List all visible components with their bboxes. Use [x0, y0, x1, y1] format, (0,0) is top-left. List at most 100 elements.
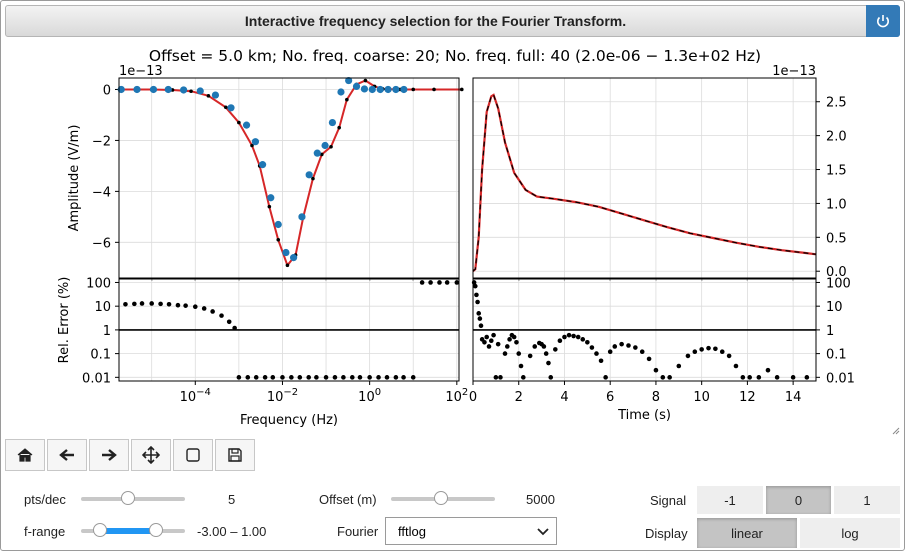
error-point	[514, 339, 519, 345]
error-point	[585, 339, 590, 345]
amplitude-coarse-point	[328, 118, 337, 127]
amplitude-coarse-point	[337, 88, 345, 96]
time-error-panel: 100 10 1 0.1 0.01 0 2 4 6 8 10 12 14 Time (s)	[469, 276, 855, 423]
amplitude-coarse-point	[133, 85, 141, 94]
display-option-log[interactable]: log	[800, 518, 900, 548]
axes-frame	[118, 278, 460, 382]
resize-handle-icon[interactable]	[892, 427, 900, 435]
error-point	[699, 347, 704, 352]
amplitude-full-line	[121, 79, 462, 268]
error-point	[756, 375, 762, 380]
error-point	[713, 346, 718, 352]
error-point	[472, 283, 478, 289]
f-range-low-handle[interactable]	[92, 523, 107, 537]
amplitude-full-point	[223, 105, 228, 110]
y-tick-label: 1	[826, 324, 834, 339]
error-point	[740, 375, 746, 380]
figure-canvas[interactable]: Offset = 5.0 km; No. freq. coarse: 20; N…	[0, 38, 907, 473]
f-range-high-handle[interactable]	[148, 523, 163, 537]
error-point	[493, 375, 499, 380]
error-point	[477, 316, 483, 321]
amplitude-coarse-point	[227, 104, 235, 112]
amplitude-coarse-point	[298, 213, 306, 221]
forward-arrow-icon	[102, 449, 117, 461]
error-point	[619, 341, 624, 347]
offset-slider[interactable]	[391, 491, 495, 505]
error-point	[774, 375, 780, 380]
pts-dec-label: pts/dec	[24, 492, 66, 507]
navigation-toolbar	[5, 439, 257, 473]
error-point	[314, 375, 319, 380]
y-tick-label: 0.1	[90, 348, 111, 363]
y-tick-label: 100	[86, 276, 111, 291]
x-tick-label: 8	[652, 390, 660, 405]
error-point	[454, 280, 460, 285]
error-point	[502, 351, 508, 356]
power-button[interactable]	[866, 5, 900, 37]
axes-frame	[472, 278, 817, 382]
error-point	[253, 375, 259, 380]
figure-title: Interactive frequency selection for the …	[244, 13, 627, 29]
error-point	[747, 375, 752, 380]
error-point	[804, 375, 810, 380]
home-button[interactable]	[5, 439, 45, 471]
zoom-button[interactable]	[173, 439, 213, 471]
error-point	[557, 338, 563, 344]
error-point	[349, 375, 355, 380]
error-point	[639, 349, 645, 355]
amplitude-full-point	[411, 87, 416, 92]
error-point	[478, 323, 484, 329]
display-option-log-label: log	[841, 525, 859, 541]
error-point	[332, 375, 338, 380]
forward-button[interactable]	[89, 439, 129, 471]
back-arrow-icon	[59, 449, 74, 461]
error-point	[498, 375, 503, 380]
error-point	[444, 280, 450, 285]
back-button[interactable]	[47, 439, 87, 471]
amplitude-coarse-point	[400, 85, 408, 94]
signal-option-0[interactable]: 0	[766, 486, 831, 514]
amplitude-coarse-point	[267, 194, 275, 202]
amplitude-coarse-point	[352, 82, 361, 91]
error-point	[488, 338, 494, 344]
y-tick-label: 1.0	[826, 197, 847, 212]
y-axis-label: Amplitude (V/m)	[67, 125, 82, 232]
signal-option-minus1[interactable]: -1	[697, 486, 763, 514]
f-range-slider[interactable]	[81, 523, 185, 537]
error-point	[594, 351, 599, 356]
x-tick-label: 12	[739, 390, 756, 405]
axes-frame	[118, 77, 460, 279]
amplitude-coarse-point	[392, 85, 400, 94]
pts-dec-slider-handle[interactable]	[120, 491, 135, 505]
f-range-selection	[99, 528, 156, 534]
pts-dec-slider[interactable]	[81, 491, 185, 505]
display-option-linear[interactable]: linear	[697, 518, 797, 548]
pan-icon	[142, 446, 160, 464]
signal-option-1[interactable]: 1	[834, 486, 900, 514]
power-icon	[877, 15, 889, 28]
amplitude-coarse-point	[289, 254, 298, 262]
error-point	[384, 375, 390, 380]
amplitude-coarse-point	[149, 85, 158, 94]
offset-slider-handle[interactable]	[433, 491, 448, 505]
error-point	[341, 375, 346, 380]
figure-suptitle: Offset = 5.0 km; No. freq. coarse: 20; N…	[149, 47, 761, 65]
y-tick-label: 0.01	[82, 371, 111, 386]
error-point	[149, 301, 154, 306]
signal-option-minus1-label: -1	[724, 492, 736, 508]
amplitude-coarse-point	[180, 86, 188, 94]
fourier-select[interactable]: fftlog	[385, 517, 557, 545]
error-point	[476, 311, 482, 316]
pan-button[interactable]	[131, 439, 171, 471]
error-point	[486, 344, 492, 349]
save-button[interactable]	[215, 439, 255, 471]
error-point	[543, 351, 549, 356]
error-point	[297, 375, 303, 380]
error-point	[706, 345, 711, 351]
amplitude-full-point	[459, 87, 464, 92]
amplitude-panel: 0 −2 −4 −6 1e−13 Amplitude (V/m)	[67, 64, 464, 281]
fourier-label: Fourier	[337, 524, 379, 539]
error-point	[437, 280, 442, 285]
error-point	[553, 347, 558, 352]
